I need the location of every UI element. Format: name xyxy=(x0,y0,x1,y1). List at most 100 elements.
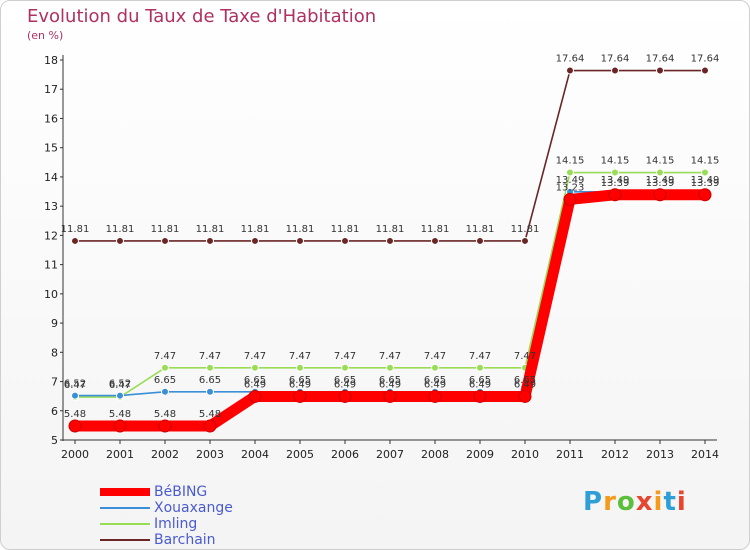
data-label-barchain: 11.81 xyxy=(151,224,180,235)
logo-letter: i xyxy=(676,487,687,517)
data-label-imling: 7.47 xyxy=(154,351,176,362)
data-label-barchain: 11.81 xyxy=(331,224,360,235)
series-lines xyxy=(68,66,712,433)
x-tick-label: 2002 xyxy=(151,448,179,461)
data-label-bebing: 6.49 xyxy=(379,379,401,390)
chart-title: Evolution du Taux de Taxe d'Habitation xyxy=(27,6,377,27)
proxiti-logo: Proxiti xyxy=(583,487,687,517)
data-point-imling xyxy=(701,168,709,177)
data-point-xouaxange xyxy=(71,391,79,400)
data-point-bebing xyxy=(293,389,307,403)
data-label-xouaxange: 6.65 xyxy=(424,375,446,386)
data-label-imling: 14.15 xyxy=(556,156,585,167)
data-label-bebing: 6.49 xyxy=(469,379,491,390)
data-point-bebing xyxy=(698,188,712,202)
y-tick-label: 15 xyxy=(44,142,58,155)
data-label-bebing: 13.39 xyxy=(646,178,675,189)
data-label-barchain: 11.81 xyxy=(61,224,90,235)
data-point-bebing xyxy=(563,192,577,206)
data-point-barchain xyxy=(71,236,79,245)
legend-swatch-xouaxange xyxy=(100,507,150,509)
data-point-imling xyxy=(206,363,214,372)
x-tick-label: 2003 xyxy=(196,448,224,461)
data-label-xouaxange: 13.49 xyxy=(646,175,675,186)
x-tick-label: 2011 xyxy=(556,448,584,461)
data-label-imling: 7.47 xyxy=(334,351,356,362)
data-point-bebing xyxy=(428,389,442,403)
data-point-imling xyxy=(386,363,394,372)
y-tick-label: 16 xyxy=(44,112,58,125)
x-tick-label: 2014 xyxy=(691,448,719,461)
data-point-xouaxange xyxy=(206,387,214,396)
x-tick-label: 2005 xyxy=(286,448,314,461)
logo-letter: x xyxy=(635,487,654,517)
y-tick-label: 10 xyxy=(44,288,58,301)
data-point-barchain xyxy=(431,236,439,245)
data-label-barchain: 17.64 xyxy=(691,54,720,65)
y-tick-label: 11 xyxy=(44,259,58,272)
data-point-barchain xyxy=(341,236,349,245)
data-label-barchain: 11.81 xyxy=(106,224,135,235)
data-label-bebing: 13.23 xyxy=(556,182,585,193)
data-label-xouaxange: 13.49 xyxy=(601,175,630,186)
data-point-barchain xyxy=(116,236,124,245)
data-point-imling xyxy=(431,363,439,372)
data-point-bebing xyxy=(113,419,127,433)
data-label-bebing: 6.49 xyxy=(514,379,536,390)
x-tick-label: 2006 xyxy=(331,448,359,461)
x-tick-label: 2013 xyxy=(646,448,674,461)
data-point-barchain xyxy=(296,236,304,245)
data-point-imling xyxy=(611,168,619,177)
data-label-imling: 7.47 xyxy=(199,351,221,362)
data-label-barchain: 17.64 xyxy=(556,54,585,65)
y-tick-label: 13 xyxy=(44,200,58,213)
logo-letter: P xyxy=(583,487,604,517)
data-label-xouaxange: 6.65 xyxy=(469,375,491,386)
data-point-barchain xyxy=(656,66,664,75)
data-point-bebing xyxy=(203,419,217,433)
data-label-imling: 7.47 xyxy=(469,351,491,362)
data-point-barchain xyxy=(611,66,619,75)
line-chart: 5 6 7 8 9 10 11 12 13 14 15 16 17 18 2000 2001 2002 2003 2… xyxy=(44,54,720,461)
y-tick-label: 8 xyxy=(51,346,58,359)
logo-letter: r xyxy=(603,487,617,517)
data-point-bebing xyxy=(383,389,397,403)
legend-label-barchain: Barchain xyxy=(154,532,216,548)
legend-label-xouaxange: Xouaxange xyxy=(154,500,233,516)
data-label-barchain: 11.81 xyxy=(376,224,405,235)
y-tick-label: 17 xyxy=(44,83,58,96)
x-tick-label: 2012 xyxy=(601,448,629,461)
legend-swatch-imling xyxy=(100,523,150,525)
y-tick-label: 7 xyxy=(51,376,58,389)
data-point-barchain xyxy=(251,236,259,245)
x-tick-label: 2004 xyxy=(241,448,269,461)
data-label-barchain: 11.81 xyxy=(466,224,495,235)
data-label-bebing: 5.48 xyxy=(199,409,221,420)
logo-letter: i xyxy=(653,487,664,517)
data-label-xouaxange: 6.65 xyxy=(154,375,176,386)
legend-swatch-bebing xyxy=(100,488,150,496)
data-label-imling: 7.47 xyxy=(424,351,446,362)
data-label-barchain: 17.64 xyxy=(646,54,675,65)
data-point-bebing xyxy=(158,419,172,433)
x-tick-label: 2007 xyxy=(376,448,404,461)
logo-letter: t xyxy=(663,487,677,517)
chart-unit: (en %) xyxy=(27,29,64,42)
data-label-xouaxange: 6.65 xyxy=(289,375,311,386)
data-label-xouaxange: 6.65 xyxy=(244,375,266,386)
x-tick-label: 2008 xyxy=(421,448,449,461)
data-label-barchain: 11.81 xyxy=(421,224,450,235)
data-point-imling xyxy=(656,168,664,177)
data-label-imling: 7.47 xyxy=(514,351,536,362)
data-label-imling: 6.47 xyxy=(109,380,131,391)
data-point-barchain xyxy=(476,236,484,245)
data-label-bebing: 5.48 xyxy=(154,409,176,420)
data-point-bebing xyxy=(473,389,487,403)
x-tick-label: 2001 xyxy=(106,448,134,461)
data-point-bebing xyxy=(608,188,622,202)
y-tick-label: 9 xyxy=(51,317,58,330)
data-label-bebing: 13.39 xyxy=(691,178,720,189)
data-label-imling: 14.15 xyxy=(601,156,630,167)
y-tick-label: 12 xyxy=(44,229,58,242)
chart-axes: 5 6 7 8 9 10 11 12 13 14 15 16 17 18 2000 2001 2002 2003 2… xyxy=(44,54,719,461)
